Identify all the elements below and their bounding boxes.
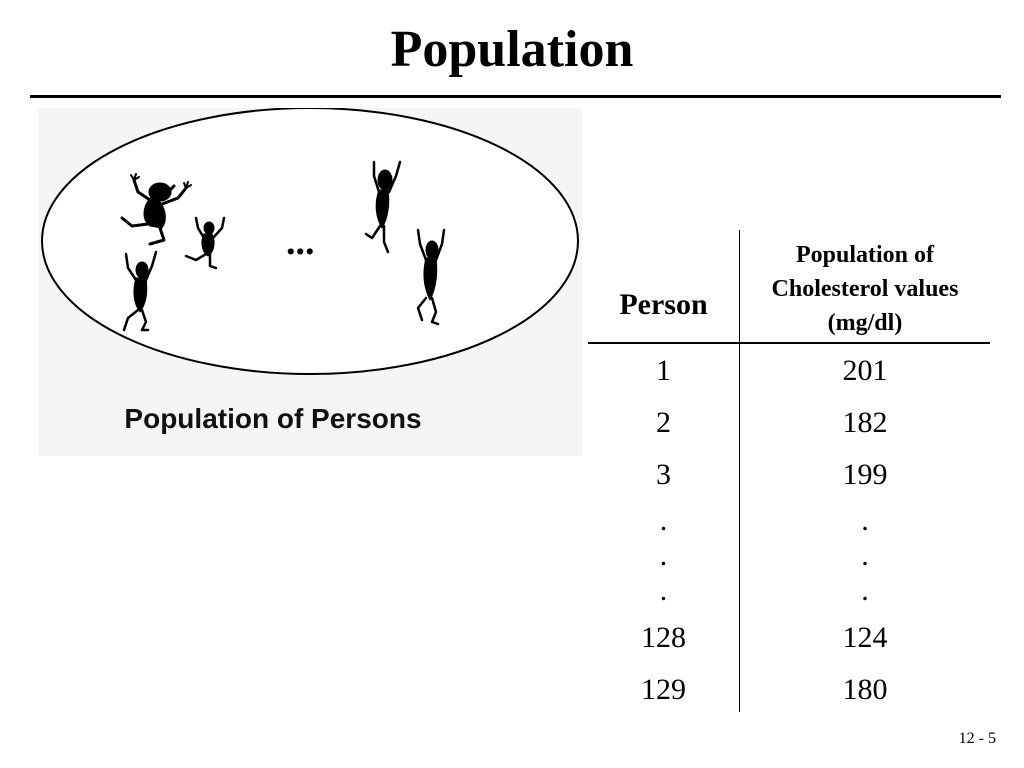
value-cell: . xyxy=(861,539,869,572)
person-cell: 128 xyxy=(641,621,686,654)
person-figure-icon xyxy=(184,216,226,270)
person-cell: . xyxy=(659,504,668,537)
person-cell: . xyxy=(659,574,668,607)
person-cell: 129 xyxy=(641,673,686,706)
cholesterol-table: Person Population of Cholesterol values … xyxy=(588,230,990,712)
header-divider xyxy=(588,342,990,344)
person-figure-icon xyxy=(416,228,446,326)
person-cell: . xyxy=(659,539,668,572)
slide-title: Population xyxy=(390,21,634,78)
value-cell: 124 xyxy=(842,621,888,654)
person-figure-icon xyxy=(122,250,158,332)
person-figure-icon xyxy=(364,160,402,254)
column-header-line: (mg/dl) xyxy=(827,310,903,336)
title-divider xyxy=(30,95,1001,98)
person-cell: 3 xyxy=(656,458,671,491)
value-cell: . xyxy=(861,574,869,607)
ellipsis-mark: ... xyxy=(286,221,315,263)
value-cell: . xyxy=(861,504,869,537)
person-figure-icon xyxy=(120,173,192,246)
population-figure: ... xyxy=(38,108,582,456)
column-header-person: Person xyxy=(619,288,708,321)
value-cell: 201 xyxy=(842,354,888,387)
person-cell: 1 xyxy=(656,354,671,387)
column-header-values: Population of Cholesterol values (mg/dl) xyxy=(740,238,990,340)
figure-caption: Population of Persons xyxy=(124,403,422,434)
column-header-line: Cholesterol values xyxy=(771,276,959,302)
page-number: 12 - 5 xyxy=(958,730,996,747)
column-divider xyxy=(739,230,740,712)
column-header-line: Population of xyxy=(795,242,935,268)
value-cell: 199 xyxy=(842,458,888,491)
population-ellipse xyxy=(41,108,579,375)
person-cell: 2 xyxy=(656,406,671,439)
value-cell: 182 xyxy=(842,406,888,439)
population-ellipse-illustration: ... xyxy=(41,108,579,375)
value-cell: 180 xyxy=(842,673,888,706)
